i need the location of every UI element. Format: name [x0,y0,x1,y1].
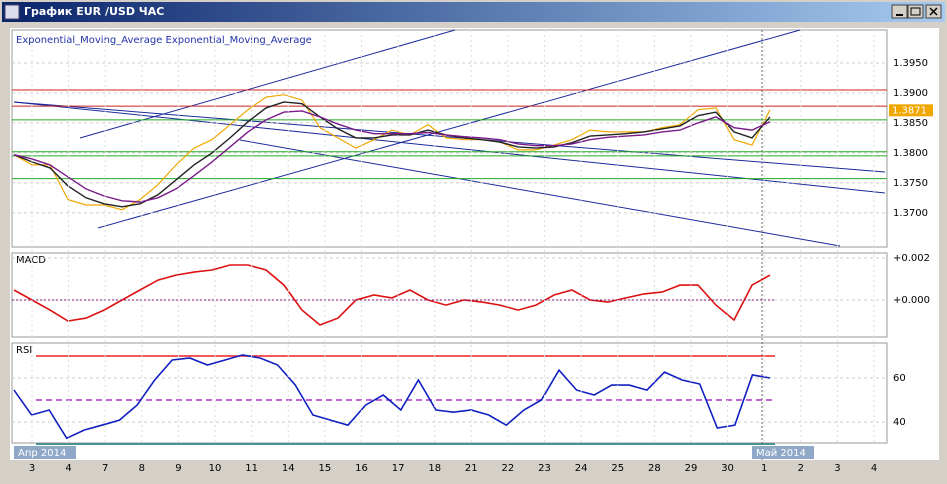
maximize-glyph [910,7,921,16]
maximize-button[interactable] [907,4,924,19]
x-tick-label: 28 [648,463,661,474]
x-tick-label: 23 [538,463,551,474]
window-title: График EUR /USD ЧАС [24,5,164,18]
price-tag [889,104,933,117]
close-glyph [929,7,938,16]
main-panel [11,29,888,248]
app-icon [4,4,20,20]
window-buttons [891,4,942,19]
x-tick-label: 4 [65,463,71,474]
y-tick-label: 1.3800 [893,148,928,159]
x-tick-label: 21 [465,463,478,474]
x-tick-label: 3 [29,463,35,474]
x-tick-label: 25 [611,463,624,474]
x-tick-label: 14 [282,463,295,474]
rsi-panel [11,342,888,444]
x-tick-label: 22 [502,463,515,474]
x-tick-label: 17 [392,463,405,474]
price-tag-label: 1.3871 [892,105,927,116]
x-tick-label: 2 [798,463,804,474]
macd-line [13,264,771,326]
trend-line [13,101,886,173]
month-tag [752,446,814,459]
chart-area [10,28,939,460]
trend-line [13,101,886,194]
y-tick-label: +0.002 [893,253,930,264]
x-tick-label: 30 [721,463,734,474]
y-tick-label: 1.3950 [893,58,928,69]
x-tick-label: 3 [834,463,840,474]
y-tick-label: 60 [893,373,906,384]
price-line [13,110,771,203]
rsi-label: RSI [16,345,32,356]
trend-line [239,139,841,247]
x-tick-label: 15 [319,463,332,474]
x-tick-label: 4 [871,463,877,474]
month-tag [14,446,76,459]
y-tick-label: 1.3750 [893,178,928,189]
x-tick-label: 29 [685,463,698,474]
x-tick-label: 24 [575,463,588,474]
y-tick-label: 1.3850 [893,118,928,129]
month-label: Апр 2014 [18,448,66,459]
x-tick-label: 11 [245,463,258,474]
main-legend: Exponential_Moving_Average Exponential_M… [16,35,312,46]
minimize-button[interactable] [891,4,908,19]
y-tick-label: 1.3700 [893,208,928,219]
x-tick-label: 1 [761,463,767,474]
y-tick-label: 40 [893,417,906,428]
price-line [13,101,771,208]
month-label: Май 2014 [756,448,806,459]
y-tick-label: +0.000 [893,295,930,306]
macd-label: MACD [16,255,46,266]
x-tick-label: 8 [139,463,145,474]
rsi-line [13,354,771,440]
x-tick-label: 9 [175,463,181,474]
x-tick-label: 10 [209,463,222,474]
y-tick-label: 1.3900 [893,88,928,99]
x-tick-label: 7 [102,463,108,474]
x-tick-label: 16 [355,463,368,474]
x-tick-label: 18 [428,463,441,474]
macd-panel [11,252,888,338]
title-bar [2,2,945,22]
